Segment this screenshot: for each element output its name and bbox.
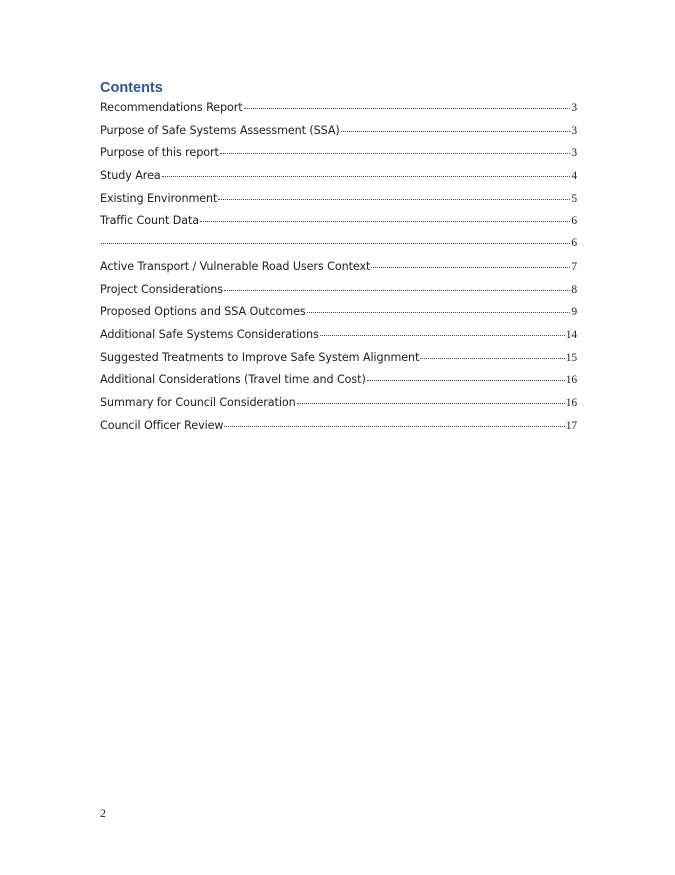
dot-leader	[200, 221, 571, 223]
toc-entry-title: Summary for Council Consideration	[100, 395, 296, 409]
toc-entry-title: Additional Considerations (Travel time a…	[100, 373, 366, 387]
dot-leader	[340, 130, 571, 132]
toc-entry-title: Additional Safe Systems Considerations	[100, 327, 319, 341]
toc-entry-title: Active Transport / Vulnerable Road Users…	[100, 259, 371, 273]
dot-leader	[296, 402, 565, 404]
dot-leader	[161, 176, 571, 178]
dot-leader	[218, 198, 571, 200]
toc-entry[interactable]: Traffic Count Data 6	[100, 214, 577, 237]
dot-leader	[371, 266, 571, 268]
toc-entry-page: 8	[571, 283, 577, 296]
toc-entry-page: 9	[571, 306, 577, 319]
toc-entry[interactable]: Suggested Treatments to Improve Safe Sys…	[100, 351, 577, 374]
toc-entry-title: Proposed Options and SSA Outcomes	[100, 305, 306, 319]
toc-entry-page: 15	[565, 351, 577, 364]
dot-leader	[224, 289, 571, 291]
toc-entry-title: Study Area	[100, 169, 161, 183]
toc-entry-page: 6	[571, 215, 577, 228]
toc-entry[interactable]: Additional Safe Systems Considerations 14	[100, 328, 577, 351]
toc-entry-page: 5	[571, 192, 577, 205]
toc-entry[interactable]: Summary for Council Consideration 16	[100, 396, 577, 419]
toc-entry[interactable]: Existing Environment 5	[100, 192, 577, 215]
dot-leader	[319, 334, 565, 336]
toc-entry[interactable]: Active Transport / Vulnerable Road Users…	[100, 260, 577, 283]
toc-entry-page: 16	[565, 396, 577, 409]
toc-entry[interactable]: Council Officer Review 17	[100, 419, 577, 442]
toc-entry-page: 17	[565, 419, 577, 432]
dot-leader	[420, 357, 565, 359]
toc-entry[interactable]: Project Considerations 8	[100, 283, 577, 306]
toc-entry-page: 14	[565, 328, 577, 341]
toc-entry-page: 3	[571, 147, 577, 160]
dot-leader	[101, 243, 571, 245]
toc-entry-page: 6	[571, 237, 577, 250]
toc-entry[interactable]: Study Area 4	[100, 169, 577, 192]
toc-entry[interactable]: Purpose of this report 3	[100, 146, 577, 169]
toc-entry-title: Purpose of Safe Systems Assessment (SSA)	[100, 123, 340, 137]
toc-entry-title: Traffic Count Data	[100, 214, 200, 228]
toc-entry-page: 3	[571, 124, 577, 137]
toc-entry-title: Council Officer Review	[100, 418, 224, 432]
toc-entry-page: 3	[571, 102, 577, 114]
toc-entry-title: Project Considerations	[100, 282, 224, 296]
toc-entry-page: 7	[571, 260, 577, 273]
dot-leader	[306, 312, 571, 314]
dot-leader	[224, 425, 565, 427]
toc-entry-page: 16	[565, 374, 577, 387]
dot-leader	[366, 380, 565, 382]
toc-entry-title: Purpose of this report	[100, 146, 219, 160]
toc-entry-title: Existing Environment	[100, 191, 218, 205]
toc-entry[interactable]: Proposed Options and SSA Outcomes 9	[100, 305, 577, 328]
toc-entry-title: Recommendations Report	[100, 101, 243, 114]
toc-entry[interactable]: 6	[100, 237, 577, 260]
toc-entry[interactable]: Recommendations Report 3	[100, 101, 577, 124]
table-of-contents: Recommendations Report 3 Purpose of Safe S…	[100, 101, 577, 441]
toc-entry[interactable]: Additional Considerations (Travel time a…	[100, 373, 577, 396]
page-number: 2	[100, 806, 106, 820]
toc-entry-page: 4	[571, 170, 577, 183]
contents-heading: Contents	[100, 80, 163, 96]
toc-entry-title: Suggested Treatments to Improve Safe Sys…	[100, 350, 420, 364]
dot-leader	[243, 108, 571, 109]
dot-leader	[219, 153, 571, 155]
toc-entry[interactable]: Purpose of Safe Systems Assessment (SSA)…	[100, 124, 577, 147]
